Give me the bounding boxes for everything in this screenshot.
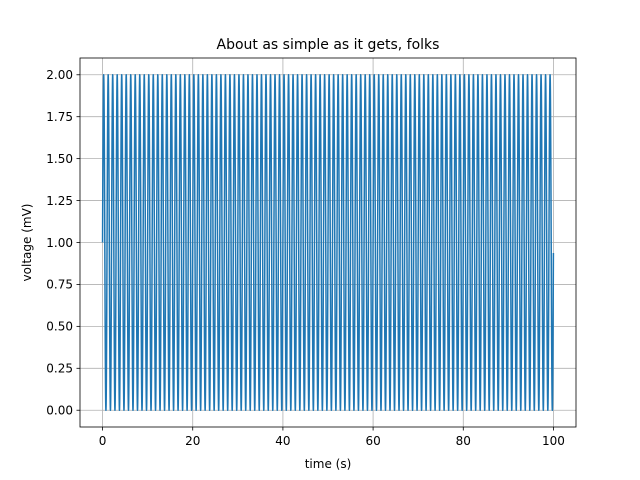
x-tick-label: 60 [365, 434, 380, 448]
x-tick-label: 100 [542, 434, 565, 448]
y-tick-label: 1.25 [46, 194, 73, 208]
y-tick-label: 1.75 [46, 110, 73, 124]
x-axis-label: time (s) [305, 457, 352, 471]
y-tick-label: 0.00 [46, 404, 73, 418]
chart-title: About as simple as it gets, folks [217, 37, 440, 53]
y-tick-label: 0.75 [46, 278, 73, 292]
y-tick-label: 1.00 [46, 236, 73, 250]
x-axis-ticks: 0 20 40 60 80 100 [99, 427, 565, 448]
series-line [101, 74, 555, 411]
x-tick-label: 0 [99, 434, 107, 448]
y-axis-ticks: 0.00 0.25 0.50 0.75 1.00 1.25 1.50 1.75 2.00 [46, 68, 80, 418]
x-tick-label: 40 [275, 434, 290, 448]
y-axis-label: voltage (mV) [20, 204, 34, 282]
y-tick-label: 2.00 [46, 68, 73, 82]
y-tick-label: 0.25 [46, 362, 73, 376]
series-layer [101, 74, 555, 411]
y-tick-label: 0.50 [46, 320, 73, 334]
x-tick-label: 80 [456, 434, 471, 448]
x-tick-label: 20 [185, 434, 200, 448]
y-tick-label: 1.50 [46, 152, 73, 166]
